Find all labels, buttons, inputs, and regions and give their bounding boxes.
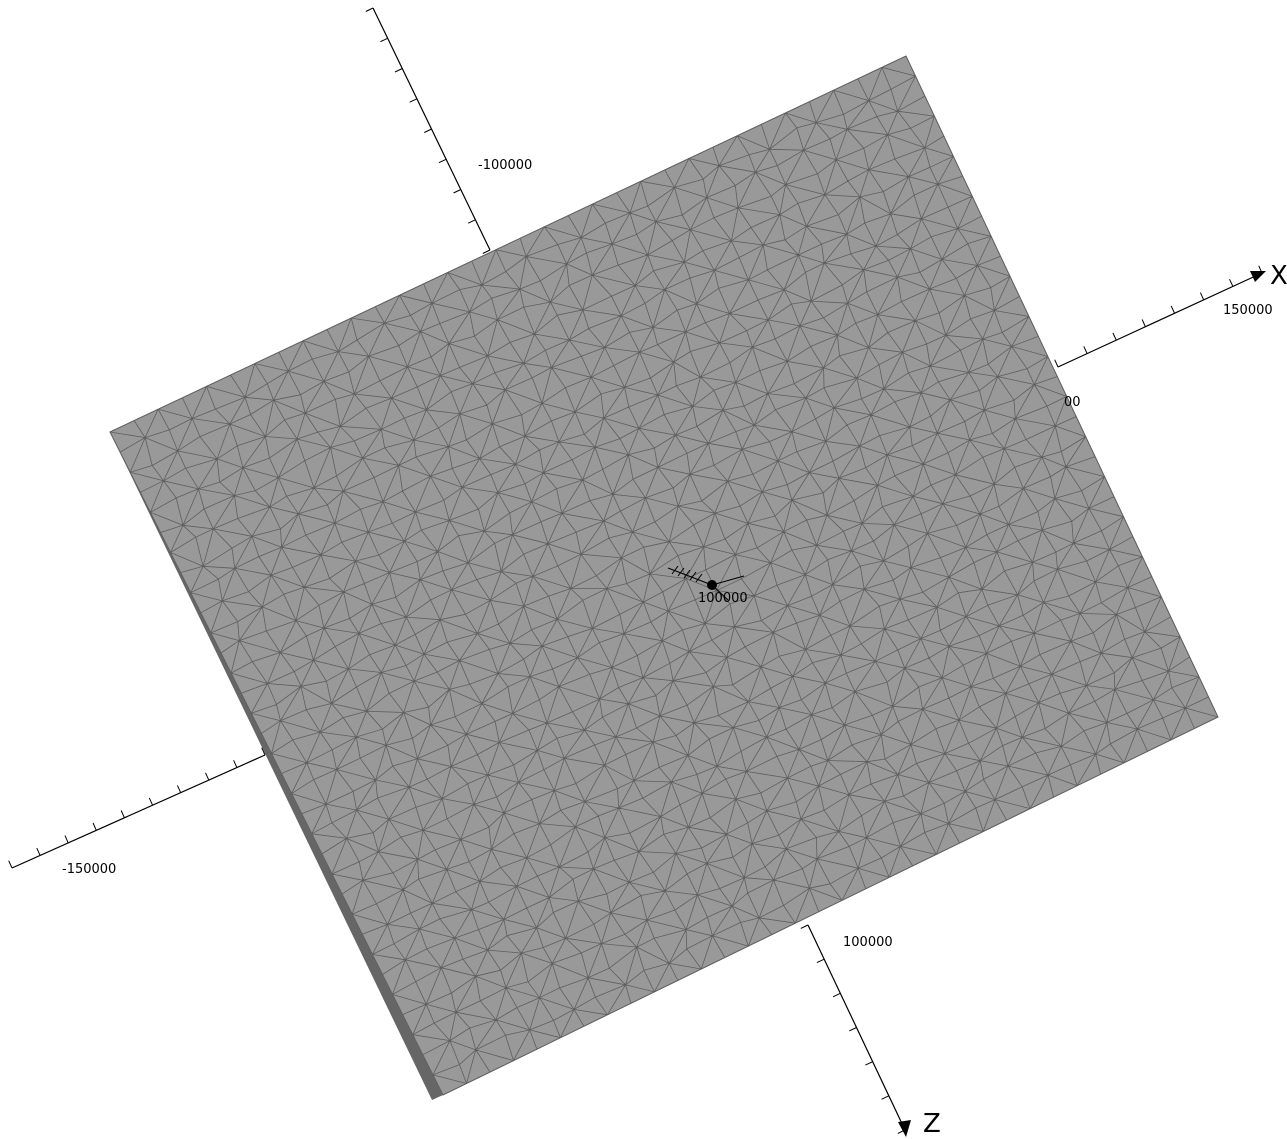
y-axis-tick — [394, 68, 403, 73]
z-axis-tick — [881, 1095, 890, 1100]
z-axis-tick — [816, 958, 825, 964]
mesh-edges — [109, 55, 1219, 1096]
z-axis-name: Z — [923, 1109, 941, 1139]
x-axis-arrow-icon — [1250, 271, 1266, 282]
x-tick-label-partial: 00 — [1064, 395, 1081, 410]
x-axis-tick — [120, 810, 125, 819]
x-axis-tick — [1229, 278, 1234, 287]
plate-side-face — [110, 432, 443, 1100]
x-axis-tick — [1199, 292, 1205, 301]
y-axis-tick — [424, 128, 432, 133]
x-axis-tick — [8, 860, 13, 869]
z-axis-arrow-icon — [898, 1120, 911, 1137]
y-tick-label-neg: -100000 — [478, 158, 532, 173]
x-axis-tick — [148, 797, 154, 806]
x-axis-tick — [176, 785, 182, 793]
y-axis-tick — [380, 37, 388, 43]
x-axis-name: X — [1270, 261, 1287, 291]
x-axis-tick — [92, 822, 97, 831]
y-axis-tick — [467, 219, 476, 224]
x-axis-tick — [1054, 359, 1059, 368]
y-axis-tick — [365, 7, 374, 12]
z-axis-tick — [800, 924, 809, 929]
y-axis-tick — [453, 189, 462, 194]
x-axis-tick — [1083, 346, 1088, 354]
x-axis-tick — [233, 760, 238, 768]
axis-ticks — [8, 7, 1263, 1134]
x-axis-tick — [36, 847, 41, 856]
x-axis-tick — [64, 835, 69, 844]
x-axis-tick — [1141, 319, 1146, 327]
y-axis-tick — [438, 158, 447, 164]
x-axis-line-negative — [11, 754, 266, 869]
x-axis-tick — [1112, 332, 1117, 341]
local-axes-icon — [667, 565, 745, 601]
z-tick-label-neg: -150000 — [62, 862, 116, 877]
triangle-mesh — [109, 55, 1219, 1096]
z-axis-tick — [832, 992, 841, 998]
x-tick-label-positive: 150000 — [1223, 303, 1273, 318]
x-axis-tick — [261, 747, 266, 756]
y-axis-tick — [482, 249, 491, 254]
x-axis-tick — [1170, 305, 1176, 314]
z-tick-label-pos: 100000 — [843, 935, 893, 950]
y-tick-label-center: 100000 — [698, 591, 748, 606]
z-axis-tick — [865, 1061, 873, 1066]
x-axis-line-positive — [1057, 272, 1263, 368]
origin-dot-icon — [707, 580, 717, 590]
z-axis-tick — [849, 1027, 857, 1032]
y-axis-tick — [409, 98, 418, 103]
origin-marker — [667, 565, 745, 601]
x-axis-tick — [205, 772, 210, 781]
